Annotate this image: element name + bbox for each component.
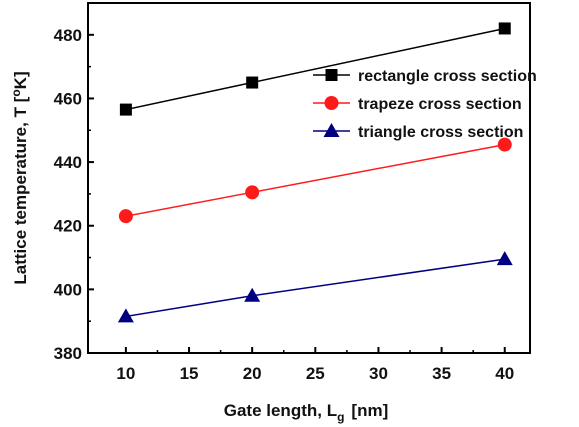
x-tick-label: 40 xyxy=(495,364,514,383)
x-axis-title-subscript: g xyxy=(337,410,344,424)
series-line xyxy=(126,145,505,217)
y-tick-label: 460 xyxy=(54,89,82,108)
y-tick-label: 380 xyxy=(54,344,82,363)
y-tick-label: 440 xyxy=(54,153,82,172)
legend-marker-square xyxy=(326,69,338,81)
y-axis-title-main: Lattice temperature, T [ xyxy=(11,96,30,284)
x-tick-label: 35 xyxy=(432,364,451,383)
x-axis-title: Gate length, Lg [nm] xyxy=(224,401,389,424)
legend: rectangle cross section trapeze cross sec… xyxy=(313,68,537,141)
data-point-square xyxy=(499,22,511,34)
x-tick-label: 10 xyxy=(116,364,135,383)
y-tick-label: 420 xyxy=(54,217,82,236)
plot-frame xyxy=(88,3,530,353)
series-line xyxy=(126,259,505,316)
y-axis-title-superscript: o xyxy=(9,89,23,96)
legend-item: trapeze cross section xyxy=(313,96,522,113)
x-tick-label: 15 xyxy=(180,364,199,383)
x-axis-title-main: Gate length, L xyxy=(224,401,337,420)
legend-item: rectangle cross section xyxy=(313,68,537,85)
y-tick-label: 400 xyxy=(54,280,82,299)
legend-label: trapeze cross section xyxy=(358,96,522,113)
y-axis-title: Lattice temperature, T [oK] xyxy=(9,71,30,284)
x-axis-title-unit: [nm] xyxy=(351,401,388,420)
data-point-circle xyxy=(119,209,133,223)
legend-label: triangle cross section xyxy=(358,124,523,141)
legend-marker-triangle xyxy=(324,123,340,137)
y-axis-title-unit: K] xyxy=(11,71,30,89)
data-point-circle xyxy=(245,185,259,199)
x-tick-label: 25 xyxy=(306,364,325,383)
data-point-square xyxy=(246,77,258,89)
legend-label: rectangle cross section xyxy=(358,68,537,85)
x-tick-label: 30 xyxy=(369,364,388,383)
y-tick-label: 480 xyxy=(54,26,82,45)
series-circle xyxy=(119,138,512,224)
legend-marker-circle xyxy=(325,96,339,110)
legend-item: triangle cross section xyxy=(313,123,523,141)
data-point-triangle xyxy=(497,251,513,265)
plot-area-border xyxy=(88,3,530,353)
series-triangle xyxy=(118,251,513,322)
data-point-square xyxy=(120,104,132,116)
x-tick-label: 20 xyxy=(243,364,262,383)
